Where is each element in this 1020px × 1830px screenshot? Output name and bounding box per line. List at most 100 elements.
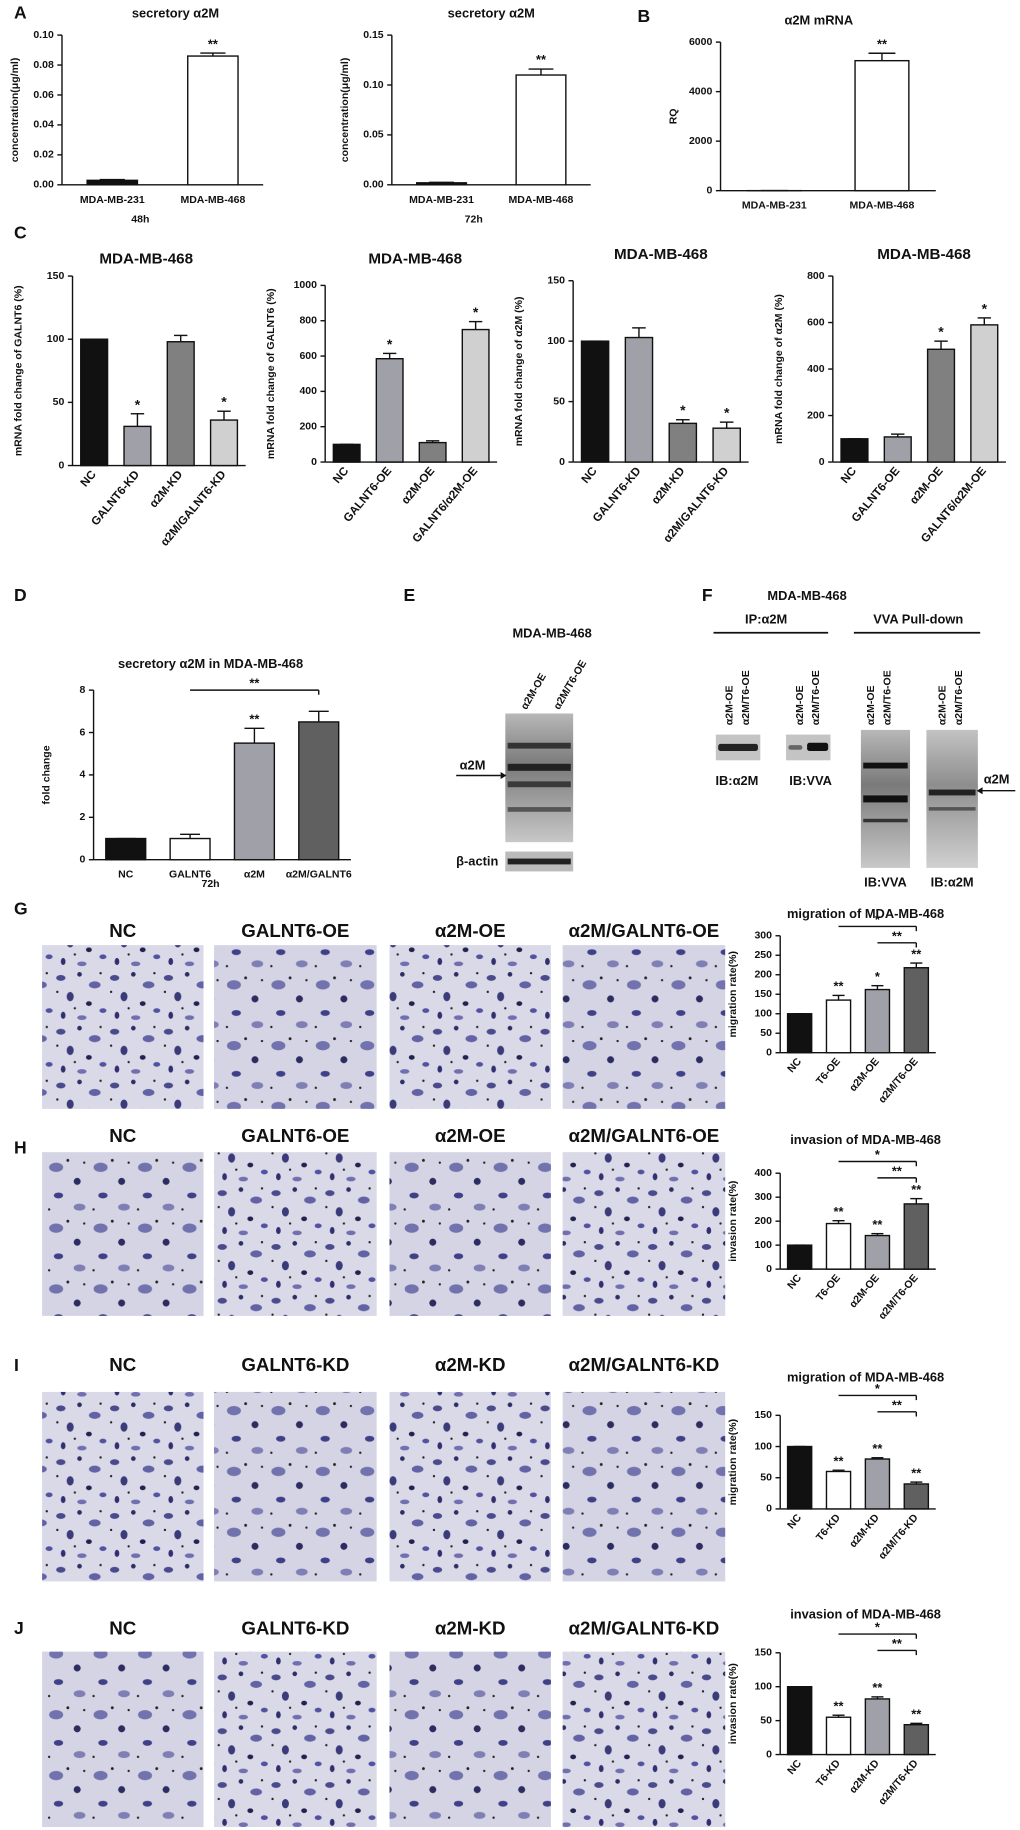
bar — [298, 721, 340, 861]
significance: ** — [911, 946, 921, 961]
y-tick-label: 0 — [80, 854, 86, 866]
bar — [169, 837, 211, 861]
x-tick-label: MDA-MB-468 — [509, 194, 574, 206]
micrograph — [562, 1651, 726, 1828]
bar — [166, 341, 195, 467]
x-tick-label: T6-KD — [814, 1512, 843, 1544]
y-tick-label: 0.05 — [363, 129, 384, 141]
bracket-label: ** — [892, 1397, 902, 1412]
panel-label: D — [14, 585, 27, 605]
blot-band — [807, 742, 829, 751]
blot-image — [505, 713, 574, 843]
micrograph — [389, 1152, 551, 1316]
band-label: α2M — [460, 758, 486, 773]
significance: ** — [877, 36, 887, 51]
y-tick-label: 0.15 — [363, 29, 384, 41]
chart-title: secretory α2M — [448, 5, 535, 20]
bar — [712, 427, 741, 463]
x-tick-label: α2M/T6-KD — [876, 1757, 921, 1807]
x-tick-label: α2M-KD — [847, 1512, 882, 1550]
bar — [825, 999, 852, 1054]
y-axis-label: RQ — [668, 108, 680, 124]
bar — [515, 74, 567, 186]
y-tick-label: 800 — [807, 270, 825, 282]
bar — [624, 336, 654, 463]
bar — [418, 441, 447, 463]
x-tick-label: NC — [785, 1272, 804, 1292]
blot-label: IB:VVA — [864, 875, 907, 890]
micrograph-label: GALNT6-OE — [241, 920, 349, 941]
bar — [80, 338, 109, 467]
blot-image — [926, 729, 978, 868]
y-tick-label: 250 — [754, 949, 772, 961]
y-tick-label: 0 — [766, 1748, 772, 1760]
blot-band — [718, 743, 758, 751]
blot-title: MDA-MB-468 — [512, 625, 591, 640]
micrograph — [42, 1152, 204, 1316]
significance: ** — [872, 1441, 882, 1456]
y-tick-label: 600 — [299, 350, 317, 362]
bracket-label: * — [875, 1620, 880, 1635]
x-tick-label: MDA-MB-231 — [742, 200, 807, 212]
y-tick-label: 400 — [299, 385, 317, 397]
micrograph — [214, 1152, 377, 1316]
significance: ** — [536, 52, 546, 67]
significance: * — [473, 304, 479, 320]
y-axis-label: fold change — [41, 745, 53, 804]
x-tick-label: T6-OE — [814, 1056, 843, 1087]
bar — [187, 55, 239, 186]
x-tick-label: α2M — [244, 869, 265, 881]
panel-label: I — [14, 1355, 19, 1375]
chart-title: MDA-MB-468 — [614, 246, 708, 263]
micrograph — [389, 1391, 551, 1582]
y-tick-label: 200 — [807, 409, 825, 421]
y-tick-label: 50 — [760, 1472, 772, 1484]
bracket-label: ** — [892, 1163, 902, 1178]
y-tick-label: 8 — [80, 684, 86, 696]
x-tick-label: α2M-OE — [907, 464, 946, 506]
bracket-label: * — [875, 912, 880, 927]
significance: ** — [911, 1707, 921, 1722]
y-tick-label: 2 — [80, 811, 86, 823]
x-tick-label: MDA-MB-468 — [180, 194, 245, 206]
bar — [825, 1716, 852, 1756]
group-label: IP:α2M — [745, 611, 787, 626]
panel-label: G — [14, 899, 28, 919]
y-tick-label: 400 — [807, 363, 825, 375]
blot-band — [863, 795, 908, 803]
panel-label: B — [637, 6, 650, 26]
y-tick-label: 50 — [760, 1027, 772, 1039]
x-tick-label: α2M/T6-OE — [876, 1272, 921, 1322]
significance: * — [982, 300, 988, 316]
significance-bracket — [838, 1633, 918, 1639]
y-axis-label: invasion rate(%) — [727, 1663, 739, 1744]
significance: * — [387, 336, 393, 352]
y-tick-label: 4 — [80, 769, 86, 781]
y-tick-label: 150 — [47, 270, 65, 282]
y-tick-label: 150 — [754, 988, 772, 1000]
y-tick-label: 0.10 — [33, 29, 54, 41]
lane-label: α2M/T6-OE — [882, 670, 894, 725]
y-tick-label: 200 — [754, 969, 772, 981]
bar — [786, 1244, 813, 1270]
blot-band — [507, 742, 571, 749]
blot-band — [507, 858, 571, 865]
micrograph-label: α2M/GALNT6-OE — [569, 1125, 720, 1146]
y-tick-label: 300 — [754, 1191, 772, 1203]
x-tick-label: α2M-OE — [847, 1056, 882, 1094]
significance-bracket — [877, 1411, 918, 1417]
blot-title: MDA-MB-468 — [767, 588, 846, 603]
y-tick-label: 100 — [547, 335, 565, 347]
bar — [825, 1470, 852, 1510]
y-tick-label: 0.06 — [33, 89, 54, 101]
x-tick-label: α2M-OE — [399, 464, 438, 506]
x-tick-label: NC — [331, 464, 352, 486]
y-tick-label: 0 — [311, 456, 317, 468]
bar — [864, 1234, 891, 1270]
band-label: α2M — [984, 772, 1010, 787]
x-tick-label: GALNT6 — [169, 869, 211, 881]
x-tick-label: NC — [838, 464, 859, 486]
chart-title: MDA-MB-468 — [99, 251, 193, 268]
micrograph — [389, 1651, 551, 1828]
significance-bracket — [877, 1649, 918, 1656]
